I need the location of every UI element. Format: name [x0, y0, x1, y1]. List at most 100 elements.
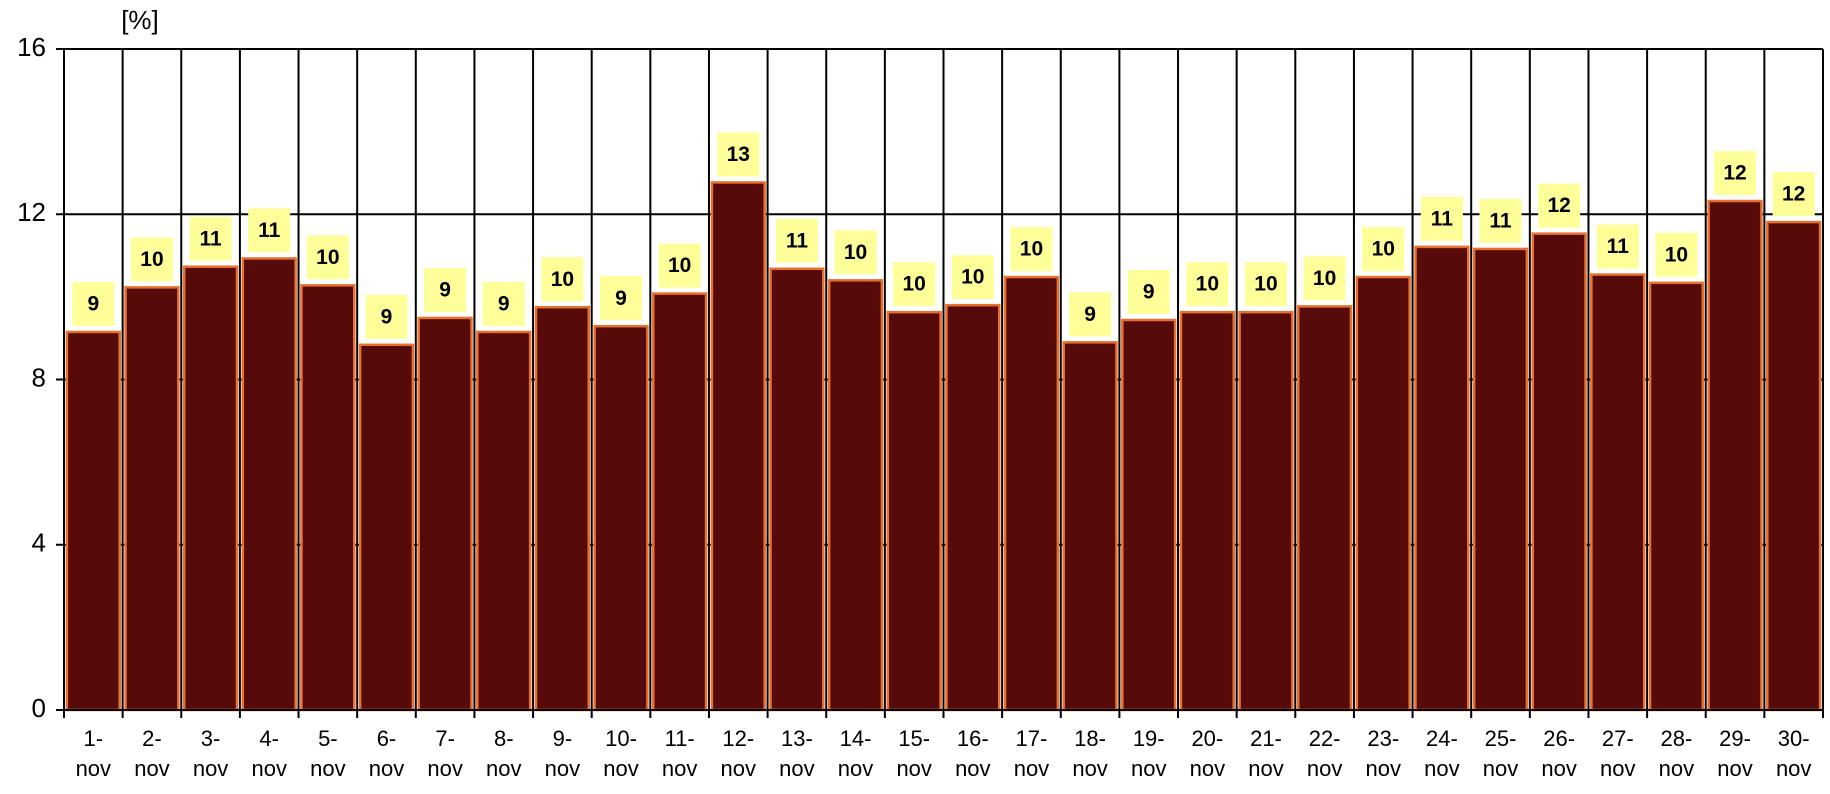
x-tick-label: 22-nov: [1307, 726, 1342, 781]
bar: [1062, 341, 1118, 712]
x-tick-label: 12-nov: [721, 726, 756, 781]
y-tick-label: 8: [32, 362, 46, 392]
value-label-box: [775, 218, 818, 263]
y-tick-label: 12: [17, 197, 46, 227]
value-label: 9: [498, 293, 510, 316]
value-label-box: [130, 237, 173, 282]
y-tick-label: 0: [32, 693, 46, 723]
bar: [1531, 232, 1587, 712]
bar: [65, 330, 121, 712]
value-label: 11: [1431, 207, 1454, 230]
value-label: 10: [1665, 243, 1688, 266]
value-label-box: [365, 294, 408, 339]
value-label-box: [1186, 262, 1229, 307]
bar: [769, 267, 825, 712]
value-label-box: [658, 243, 701, 288]
x-tick-label: 19-nov: [1131, 726, 1166, 781]
x-tick-label: 6-nov: [369, 726, 404, 781]
x-tick-label: 7-nov: [427, 726, 462, 781]
value-label: 10: [140, 248, 163, 271]
bar: [241, 257, 297, 712]
x-tick-label: 27-nov: [1600, 726, 1635, 781]
x-tick-label: 10-nov: [603, 726, 638, 781]
value-label: 9: [87, 293, 99, 316]
bar: [417, 316, 473, 712]
bar: [945, 303, 1001, 712]
value-label: 10: [1196, 273, 1219, 296]
bar: [1355, 275, 1411, 712]
value-label-box: [1362, 227, 1405, 272]
x-tick-label: 18-nov: [1072, 726, 1107, 781]
value-label: 10: [961, 266, 984, 289]
value-label: 9: [1143, 281, 1155, 304]
value-label-box: [541, 257, 584, 302]
value-label: 11: [1607, 235, 1630, 258]
value-label-box: [1303, 256, 1346, 301]
value-label: 9: [381, 305, 393, 328]
bar: [1003, 275, 1060, 712]
value-label: 12: [1782, 183, 1805, 206]
value-label-box: [482, 281, 525, 326]
x-tick-label: 29-nov: [1717, 726, 1752, 781]
x-tick-label: 20-nov: [1190, 726, 1225, 781]
x-tick-label: 4-nov: [251, 726, 286, 781]
value-label: 10: [903, 273, 926, 296]
value-label: 10: [551, 268, 574, 291]
value-label-box: [1420, 196, 1463, 241]
value-label-box: [600, 276, 643, 321]
bar: [1648, 281, 1705, 712]
value-label-box: [1538, 183, 1581, 228]
bar: [358, 343, 415, 712]
bar: [710, 181, 766, 712]
x-tick-label: 30-nov: [1776, 726, 1811, 781]
value-label-box: [306, 235, 349, 280]
value-label: 10: [316, 246, 339, 269]
y-tick-label: 16: [17, 32, 46, 62]
x-tick-label: 26-nov: [1541, 726, 1576, 781]
value-label-box: [1596, 224, 1639, 269]
value-label: 11: [258, 219, 281, 242]
value-label: 11: [1489, 209, 1512, 232]
value-label: 10: [1313, 267, 1336, 290]
x-tick-label: 3-nov: [193, 726, 228, 781]
x-tick-label: 17-nov: [1014, 726, 1049, 781]
bar: [476, 330, 532, 712]
value-label-box: [189, 216, 232, 261]
value-label: 10: [1372, 238, 1395, 261]
bar: [1707, 199, 1763, 712]
x-tick-label: 2-nov: [134, 726, 169, 781]
value-label-box: [1655, 232, 1698, 277]
value-label: 12: [1723, 162, 1746, 185]
value-label-box: [834, 230, 877, 275]
value-label: 9: [1084, 303, 1096, 326]
value-label-box: [1479, 198, 1522, 243]
value-label-box: [1069, 292, 1112, 337]
x-tick-label: 15-nov: [896, 726, 931, 781]
x-tick-label: 16-nov: [955, 726, 990, 781]
value-label: 10: [668, 254, 691, 277]
value-label: 9: [615, 287, 627, 310]
x-tick-label: 14-nov: [838, 726, 873, 781]
bar: [1472, 247, 1529, 712]
bar: [124, 286, 180, 712]
bar: [827, 279, 884, 712]
y-tick-label: 4: [32, 528, 46, 558]
bar: [1179, 310, 1235, 712]
x-tick-label: 28-nov: [1659, 726, 1694, 781]
bar: [1121, 318, 1177, 712]
value-label-box: [424, 267, 467, 312]
value-label-box: [893, 262, 936, 307]
y-axis-label: [%]: [121, 5, 159, 35]
bar: [593, 324, 649, 712]
x-tick-label: 25-nov: [1483, 726, 1518, 781]
value-label: 10: [1020, 238, 1043, 261]
value-label-box: [951, 255, 994, 300]
value-label: 11: [786, 229, 809, 252]
value-label-box: [72, 281, 115, 326]
value-label-box: [248, 208, 291, 253]
value-label: 10: [844, 241, 867, 264]
bar: [1414, 245, 1470, 712]
value-label-box: [1714, 151, 1757, 196]
